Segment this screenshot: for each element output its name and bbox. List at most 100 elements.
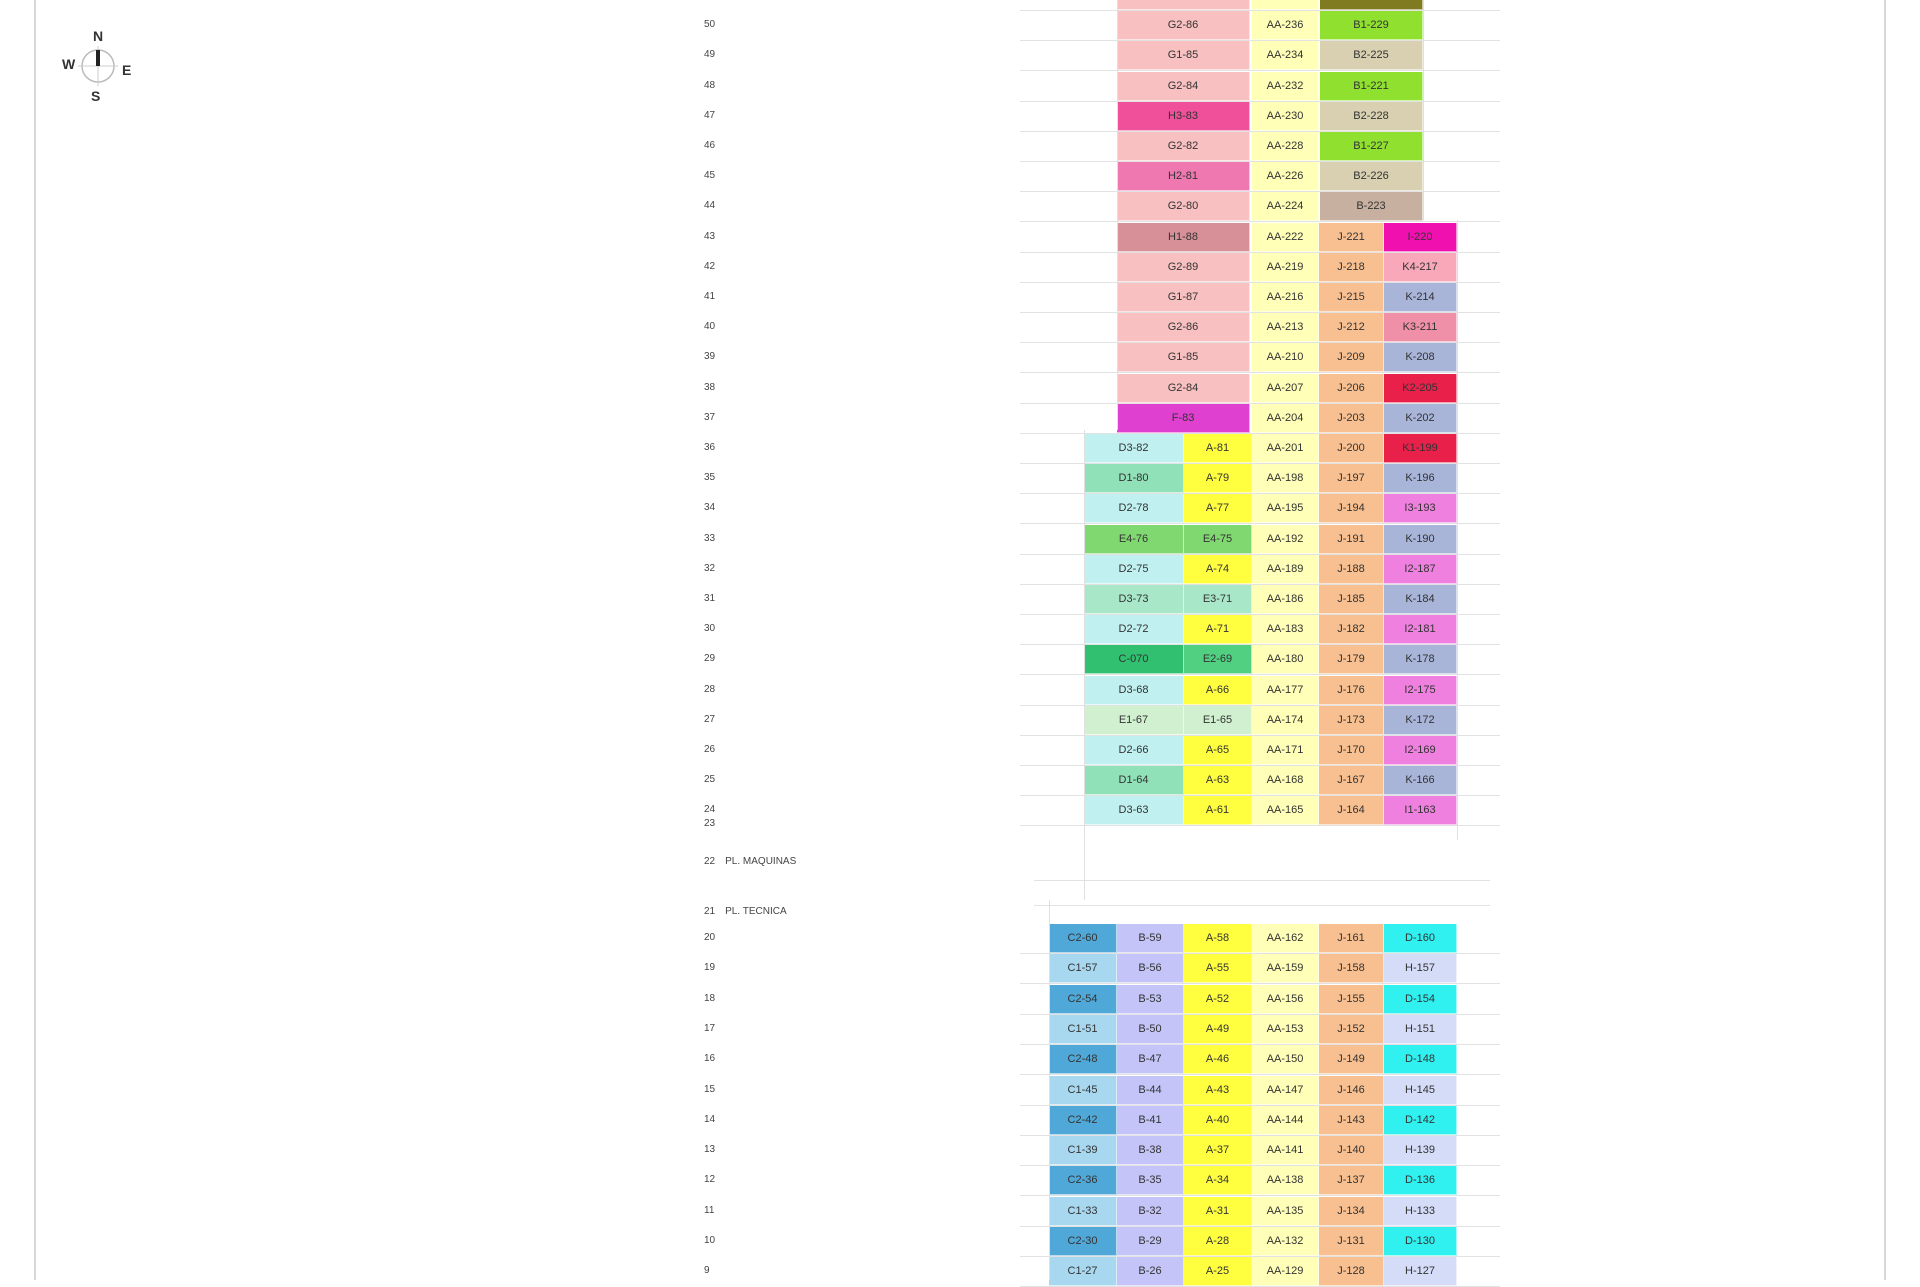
unit-cell[interactable]: AA-232 xyxy=(1252,72,1319,102)
unit-cell[interactable]: J-140 xyxy=(1319,1136,1384,1166)
unit-cell[interactable]: AA-192 xyxy=(1252,525,1319,555)
unit-cell[interactable]: A-66 xyxy=(1184,676,1252,706)
unit-cell[interactable]: F-83 xyxy=(1117,404,1250,434)
unit-cell[interactable]: AA-238 xyxy=(1252,0,1319,11)
unit-cell[interactable]: D1-80 xyxy=(1084,464,1184,494)
unit-cell[interactable]: K-202 xyxy=(1384,404,1457,434)
unit-cell[interactable]: A-37 xyxy=(1184,1136,1252,1166)
unit-cell[interactable]: D2-75 xyxy=(1084,555,1184,585)
unit-cell[interactable]: AA-186 xyxy=(1252,585,1319,615)
unit-cell[interactable]: K-190 xyxy=(1384,525,1457,555)
unit-cell[interactable]: B1-229 xyxy=(1320,11,1423,41)
unit-cell[interactable]: B-56 xyxy=(1117,954,1184,984)
unit-cell[interactable]: AA-222 xyxy=(1252,223,1319,253)
unit-cell[interactable]: B2-228 xyxy=(1320,102,1423,132)
unit-cell[interactable]: G2-84 xyxy=(1117,374,1250,404)
unit-cell[interactable]: K-172 xyxy=(1384,706,1457,736)
unit-cell[interactable]: I3-193 xyxy=(1384,494,1457,524)
unit-cell[interactable]: I2-187 xyxy=(1384,555,1457,585)
unit-cell[interactable]: G2-86 xyxy=(1117,313,1250,343)
unit-cell[interactable]: AA-230 xyxy=(1252,102,1319,132)
unit-cell[interactable]: E4-76 xyxy=(1084,525,1184,555)
unit-cell[interactable]: I2-181 xyxy=(1384,615,1457,645)
unit-cell[interactable]: J-215 xyxy=(1319,283,1384,313)
unit-cell[interactable]: J-176 xyxy=(1319,676,1384,706)
unit-cell[interactable]: K-178 xyxy=(1384,645,1457,675)
unit-cell[interactable]: J-185 xyxy=(1319,585,1384,615)
unit-cell[interactable]: J-146 xyxy=(1319,1076,1384,1106)
unit-cell[interactable]: A-81 xyxy=(1184,434,1252,464)
unit-cell[interactable]: C2-30 xyxy=(1049,1227,1117,1257)
unit-cell[interactable]: J-149 xyxy=(1319,1045,1384,1075)
unit-cell[interactable]: A-34 xyxy=(1184,1166,1252,1196)
unit-cell[interactable]: J-194 xyxy=(1319,494,1384,524)
unit-cell[interactable]: AA-236 xyxy=(1252,11,1319,41)
unit-cell[interactable]: C1-33 xyxy=(1049,1197,1117,1227)
unit-cell[interactable]: AA-168 xyxy=(1252,766,1319,796)
unit-cell[interactable]: D3-73 xyxy=(1084,585,1184,615)
unit-cell[interactable]: E2-69 xyxy=(1184,645,1252,675)
unit-cell[interactable]: C1-51 xyxy=(1049,1015,1117,1045)
unit-cell[interactable]: A-49 xyxy=(1184,1015,1252,1045)
unit-cell[interactable]: C2-54 xyxy=(1049,985,1117,1015)
unit-cell[interactable]: J-131 xyxy=(1319,1227,1384,1257)
unit-cell[interactable]: AA-195 xyxy=(1252,494,1319,524)
unit-cell[interactable]: J-209 xyxy=(1319,343,1384,373)
unit-cell[interactable]: D-154 xyxy=(1384,985,1457,1015)
unit-cell[interactable]: A-40 xyxy=(1184,1106,1252,1136)
unit-cell[interactable]: J-164 xyxy=(1319,796,1384,826)
unit-cell[interactable]: B-53 xyxy=(1117,985,1184,1015)
unit-cell[interactable]: B-47 xyxy=(1117,1045,1184,1075)
unit-cell[interactable]: AA-174 xyxy=(1252,706,1319,736)
unit-cell[interactable]: B-26 xyxy=(1117,1257,1184,1287)
unit-cell[interactable]: B1-227 xyxy=(1320,132,1423,162)
unit-cell[interactable]: J-128 xyxy=(1319,1257,1384,1287)
unit-cell[interactable]: A-79 xyxy=(1184,464,1252,494)
unit-cell[interactable]: H-127 xyxy=(1384,1257,1457,1287)
unit-cell[interactable]: D-160 xyxy=(1384,924,1457,954)
unit-cell[interactable]: J-173 xyxy=(1319,706,1384,736)
unit-cell[interactable]: J-152 xyxy=(1319,1015,1384,1045)
unit-cell[interactable]: G1-87 xyxy=(1117,283,1250,313)
unit-cell[interactable]: H2-81 xyxy=(1117,162,1250,192)
unit-cell[interactable]: B2-231 xyxy=(1320,0,1423,11)
unit-cell[interactable]: J-134 xyxy=(1319,1197,1384,1227)
unit-cell[interactable]: D-136 xyxy=(1384,1166,1457,1196)
unit-cell[interactable]: AA-165 xyxy=(1252,796,1319,826)
unit-cell[interactable]: A-63 xyxy=(1184,766,1252,796)
unit-cell[interactable]: AA-219 xyxy=(1252,253,1319,283)
unit-cell[interactable]: G2-80 xyxy=(1117,192,1250,222)
unit-cell[interactable]: H-157 xyxy=(1384,954,1457,984)
unit-cell[interactable]: E4-75 xyxy=(1184,525,1252,555)
unit-cell[interactable]: C1-39 xyxy=(1049,1136,1117,1166)
unit-cell[interactable]: J-197 xyxy=(1319,464,1384,494)
unit-cell[interactable]: B-41 xyxy=(1117,1106,1184,1136)
unit-cell[interactable]: J-155 xyxy=(1319,985,1384,1015)
unit-cell[interactable]: AA-171 xyxy=(1252,736,1319,766)
unit-cell[interactable]: E3-71 xyxy=(1184,585,1252,615)
unit-cell[interactable]: D3-82 xyxy=(1084,434,1184,464)
unit-cell[interactable]: B-59 xyxy=(1117,924,1184,954)
unit-cell[interactable]: I-220 xyxy=(1384,223,1457,253)
unit-cell[interactable]: A-52 xyxy=(1184,985,1252,1015)
unit-cell[interactable]: A-58 xyxy=(1184,924,1252,954)
unit-cell[interactable]: G1-85 xyxy=(1117,41,1250,71)
unit-cell[interactable]: C1-57 xyxy=(1049,954,1117,984)
unit-cell[interactable]: AA-228 xyxy=(1252,132,1319,162)
unit-cell[interactable]: AA-150 xyxy=(1252,1045,1319,1075)
unit-cell[interactable]: C1-45 xyxy=(1049,1076,1117,1106)
unit-cell[interactable]: D-142 xyxy=(1384,1106,1457,1136)
unit-cell[interactable]: D-148 xyxy=(1384,1045,1457,1075)
unit-cell[interactable]: C-070 xyxy=(1084,645,1184,675)
unit-cell[interactable]: H-145 xyxy=(1384,1076,1457,1106)
unit-cell[interactable]: J-218 xyxy=(1319,253,1384,283)
unit-cell[interactable]: J-143 xyxy=(1319,1106,1384,1136)
unit-cell[interactable]: I2-175 xyxy=(1384,676,1457,706)
unit-cell[interactable]: K-166 xyxy=(1384,766,1457,796)
unit-cell[interactable]: B-38 xyxy=(1117,1136,1184,1166)
unit-cell[interactable]: AA-226 xyxy=(1252,162,1319,192)
unit-cell[interactable]: H-151 xyxy=(1384,1015,1457,1045)
unit-cell[interactable]: H-133 xyxy=(1384,1197,1457,1227)
unit-cell[interactable]: AA-213 xyxy=(1252,313,1319,343)
unit-cell[interactable]: J-167 xyxy=(1319,766,1384,796)
